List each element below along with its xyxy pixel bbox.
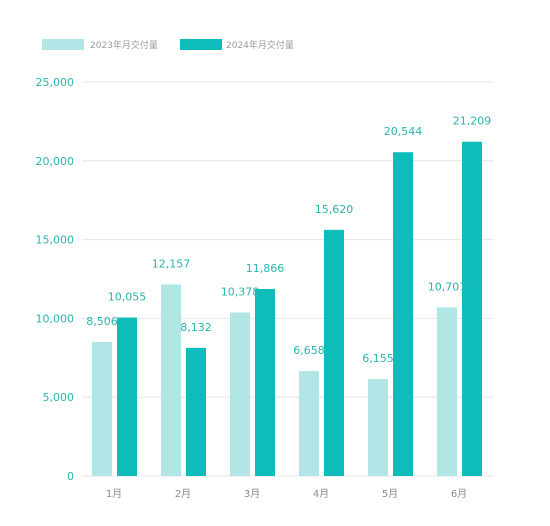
bar-4月-series-1 (299, 371, 319, 476)
x-tick-label: 2月 (175, 488, 191, 500)
gridlines (82, 81, 494, 477)
legend: 2023年月交付量 2024年月交付量 (42, 39, 294, 51)
data-label: 6,155 (362, 352, 394, 365)
bar-2月-series-1 (161, 284, 181, 476)
bar-3月-series-1 (230, 312, 250, 476)
y-tick-label: 20,000 (36, 155, 75, 168)
bar-3月-series-2 (255, 288, 275, 476)
x-axis: 1月 2月 3月 4月 5月 6月 (106, 488, 467, 500)
y-tick-label: 0 (67, 470, 74, 483)
data-label: 15,620 (315, 203, 354, 216)
x-tick-label: 6月 (451, 488, 467, 500)
bar-2月-series-2 (186, 347, 206, 476)
data-label: 6,658 (293, 344, 325, 357)
data-label: 10,378 (221, 285, 260, 298)
data-label: 11,866 (246, 262, 285, 275)
legend-swatch-1 (42, 39, 84, 50)
data-label: 8,132 (180, 321, 212, 334)
x-tick-label: 3月 (244, 488, 260, 500)
data-labels: 8,506 10,055 12,157 8,132 10,378 11,866 6,658 1… (86, 115, 491, 365)
bar-5月-series-2 (393, 152, 413, 476)
legend-label-2: 2024年月交付量 (226, 39, 294, 51)
y-axis: 0 5,000 10,000 15,000 20,000 25,000 (36, 76, 75, 483)
legend-swatch-2 (180, 39, 222, 50)
x-tick-label: 1月 (106, 488, 122, 500)
y-tick-label: 5,000 (43, 391, 75, 404)
x-tick-label: 5月 (382, 488, 398, 500)
bar-4月-series-2 (324, 229, 344, 476)
bar-6月-series-1 (437, 307, 457, 476)
y-tick-label: 25,000 (36, 76, 75, 89)
bars (92, 141, 482, 476)
bar-1月-series-1 (92, 341, 112, 476)
y-tick-label: 10,000 (36, 312, 75, 325)
legend-label-1: 2023年月交付量 (90, 39, 158, 51)
data-label: 12,157 (152, 257, 191, 270)
data-label: 21,209 (453, 115, 492, 128)
x-tick-label: 4月 (313, 488, 329, 500)
bar-6月-series-2 (462, 141, 482, 476)
y-tick-label: 15,000 (36, 234, 75, 247)
data-label: 10,055 (108, 291, 147, 304)
data-label: 20,544 (384, 125, 423, 138)
bar-5月-series-1 (368, 378, 388, 476)
bar-1月-series-2 (117, 317, 137, 476)
data-label: 8,506 (86, 315, 118, 328)
data-label: 10,707 (428, 280, 467, 293)
